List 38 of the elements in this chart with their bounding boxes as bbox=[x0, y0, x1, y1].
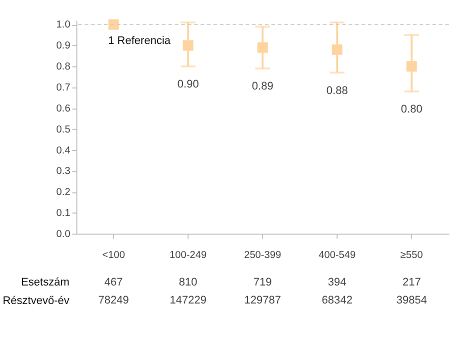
data-label: 0.89 bbox=[252, 80, 274, 93]
data-label: 0.90 bbox=[177, 78, 199, 91]
text: 147229 bbox=[170, 294, 206, 307]
text: 719 bbox=[253, 276, 272, 288]
y-tick-label: 0.7 bbox=[56, 82, 71, 94]
point bbox=[182, 40, 194, 51]
text: 217 bbox=[402, 276, 421, 288]
y-tick-label: 0.2 bbox=[56, 187, 71, 198]
text: Esetszám bbox=[21, 276, 70, 289]
data-label: 0.88 bbox=[326, 84, 348, 97]
text: 78249 bbox=[98, 294, 129, 307]
data-label: 1 Referencia bbox=[108, 34, 172, 47]
y-tick-label: 1.0 bbox=[56, 20, 71, 31]
y-tick-label: 0.9 bbox=[56, 40, 71, 52]
text: 394 bbox=[328, 276, 346, 288]
text: 810 bbox=[178, 276, 198, 288]
y-tick-label: 0.8 bbox=[56, 62, 71, 73]
x-tick-label: 100-249 bbox=[170, 250, 208, 262]
text: 467 bbox=[104, 276, 123, 288]
y-tick-label: 0.6 bbox=[56, 103, 71, 114]
y-tick-label: 0.3 bbox=[56, 166, 71, 178]
x-tick-label: 400-549 bbox=[318, 250, 356, 262]
x-tick-label: ≥550 bbox=[400, 250, 424, 262]
x-tick-label: 250-399 bbox=[244, 250, 282, 262]
text: 129787 bbox=[244, 294, 281, 307]
point bbox=[406, 61, 417, 72]
text: 68342 bbox=[322, 294, 352, 307]
y-tick-label: 0.0 bbox=[56, 228, 71, 240]
text: 39854 bbox=[396, 294, 427, 307]
point bbox=[257, 42, 268, 53]
point bbox=[332, 44, 342, 55]
point bbox=[108, 19, 119, 30]
y-tick-label: 0.4 bbox=[56, 145, 71, 156]
text: Résztvevő-év bbox=[2, 295, 70, 308]
y-tick-label: 0.1 bbox=[56, 208, 71, 220]
x-tick-label: <100 bbox=[102, 250, 126, 262]
data-label: 0.80 bbox=[400, 104, 422, 116]
y-tick-label: 0.5 bbox=[56, 124, 71, 136]
